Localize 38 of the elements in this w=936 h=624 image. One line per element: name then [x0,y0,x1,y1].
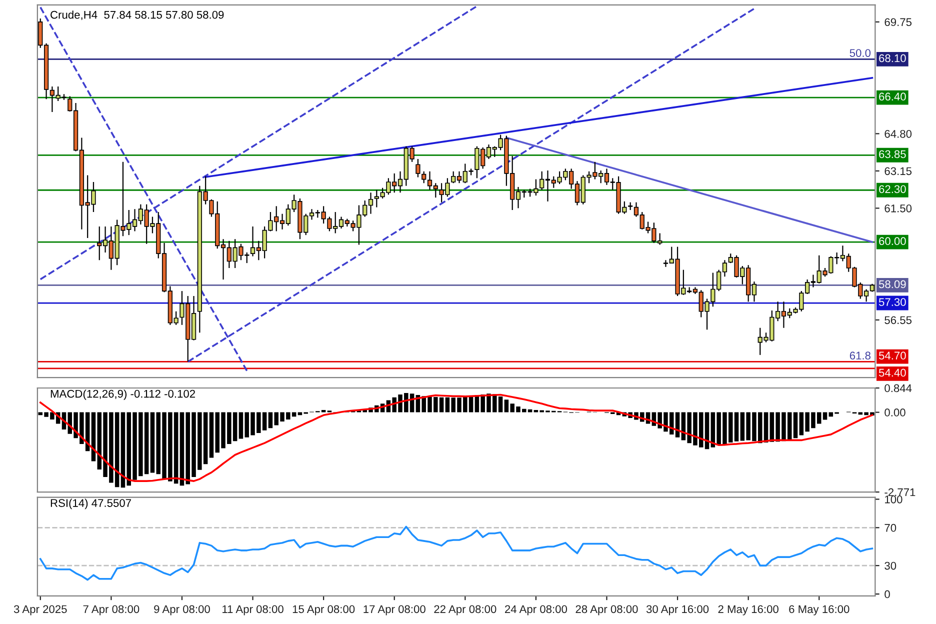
ref-line-label: 62.30 [879,185,906,194]
x-tick-label: 17 Apr 08:00 [364,605,426,616]
x-tick-label: 3 Apr 2025 [14,605,67,616]
y-tick-label: 61.50 [884,204,912,212]
y-tick-label: 0 [884,590,890,598]
y-tick-label: 63.15 [884,167,912,176]
y-tick-label: 100 [885,495,902,504]
x-tick-label: 2 May 16:00 [718,605,778,616]
y-tick-label: 0.00 [884,408,906,416]
ref-line-label: 68.10 [879,54,906,62]
ref-line-label: 54.40 [878,368,906,377]
y-tick-label: 64.80 [884,130,912,138]
ref-line-label: 66.40 [879,92,906,101]
x-tick-label: 24 Apr 08:00 [504,605,568,616]
y-tick-label: 30 [884,562,896,570]
y-tick-label: -2.771 [884,488,916,496]
x-tick-label: 7 Apr 08:00 [83,605,140,616]
ref-line-label: 58.09 [878,280,906,288]
x-tick-label: 9 Apr 08:00 [154,605,210,616]
x-tick-label: 11 Apr 08:00 [222,605,284,616]
y-tick-label: 69.75 [884,18,912,26]
x-tick-label: 22 Apr 08:00 [434,605,496,616]
x-tick-label: 30 Apr 16:00 [646,605,709,616]
x-tick-label: 28 Apr 08:00 [576,605,638,616]
x-tick-label: 15 Apr 08:00 [292,605,355,616]
ref-line-label: 63.85 [879,150,906,158]
annotation: 50.0 [850,49,871,57]
x-tick-label: 6 May 16:00 [789,605,850,616]
y-tick-label: 56.55 [884,316,912,324]
ref-line-label: 60.00 [879,237,906,246]
annotation: 61.8 [850,352,870,360]
chart-title: Crude,H4 57.84 58.15 57.80 58.09 [50,10,224,20]
y-tick-label: 70 [884,524,896,532]
ref-line-label: 57.30 [878,298,906,306]
y-tick-label: 0.844 [884,384,912,392]
ref-line-label: 54.70 [878,352,906,360]
chart-title: RSI(14) 47.5507 [50,498,131,510]
chart-title: MACD(12,26,9) -0.112 -0.102 [50,390,195,400]
